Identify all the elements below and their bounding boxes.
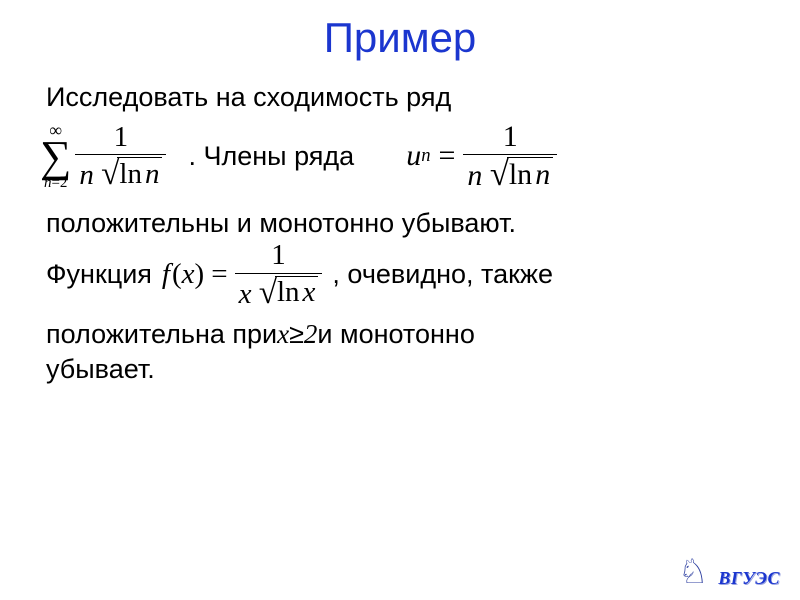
fx-x: x	[182, 256, 195, 293]
un-num: 1	[499, 121, 522, 153]
sigma-lower-eq: =	[51, 175, 59, 191]
series-sqrt: √ ln n	[101, 157, 162, 190]
line-3: положительны и монотонно убывают.	[46, 206, 764, 241]
logo-text: ВГУЭС	[714, 567, 784, 590]
fx-sqrt: √ ln x	[259, 276, 319, 309]
sigma-symbol: ∑	[40, 137, 71, 177]
cond-x: x	[277, 317, 289, 352]
text-l1: Исследовать на сходимость ряд	[46, 80, 451, 115]
sigma-lower-val: 2	[60, 175, 68, 191]
series-ln-arg: n	[145, 159, 160, 189]
logo-crest-icon: ♘	[678, 556, 708, 590]
sigma-block: ∞ ∑ n=2	[40, 121, 71, 191]
math-un: un = 1 n √ ln n	[406, 121, 557, 192]
un-sqrt: √ ln n	[490, 157, 553, 192]
fx-den: x √ ln x	[235, 276, 323, 309]
fx-ln: ln	[277, 277, 300, 307]
un-den-n: n	[467, 159, 482, 192]
text-l6: убывает.	[46, 352, 155, 387]
slide-title: Пример	[0, 0, 800, 80]
un-frac: 1 n √ ln n	[463, 121, 557, 192]
text-l5a: положительна при	[46, 317, 277, 352]
slide-body: Исследовать на сходимость ряд ∞ ∑ n=2 1 …	[0, 80, 800, 386]
text-l3: положительны и монотонно убывают.	[46, 206, 516, 241]
fx-ln-arg: x	[303, 277, 316, 307]
math-series: ∞ ∑ n=2 1 n √ ln n	[40, 121, 166, 191]
text-l4b: , очевидно, также	[332, 257, 553, 292]
text-l4a: Функция	[46, 257, 152, 292]
fx-po: (	[172, 256, 182, 293]
line-2: ∞ ∑ n=2 1 n √ ln n	[46, 121, 764, 192]
series-num: 1	[110, 122, 133, 152]
line-5: положительна при x≥2 и монотонно	[46, 317, 764, 352]
un-u: u	[406, 137, 421, 175]
sigma-lower: n=2	[44, 176, 67, 191]
fx-den-x: x	[239, 278, 252, 310]
un-den: n √ ln n	[463, 157, 557, 192]
series-frac: 1 n √ ln n	[75, 122, 166, 191]
cond-val: 2	[304, 317, 318, 352]
line-4: Функция f(x) = 1 x √ ln x	[46, 240, 764, 309]
logo: ♘ ВГУЭС	[678, 556, 784, 590]
un-eq: =	[438, 137, 455, 175]
fx-eq: =	[211, 256, 227, 293]
text-l2mid: . Члены ряда	[188, 139, 354, 174]
series-den: n √ ln n	[75, 157, 166, 190]
fx-num: 1	[267, 240, 290, 270]
fx-f: f	[162, 256, 170, 293]
line-1: Исследовать на сходимость ряд	[46, 80, 764, 115]
cond-rel: ≥	[289, 317, 304, 352]
line-6: убывает.	[46, 352, 764, 387]
fx-pc: )	[195, 256, 205, 293]
un-ln-arg: n	[535, 159, 550, 191]
text-l5b: и монотонно	[317, 317, 474, 352]
fx-frac: 1 x √ ln x	[235, 240, 323, 309]
math-fx: f(x) = 1 x √ ln x	[162, 240, 323, 309]
un-ln: ln	[509, 159, 532, 191]
series-den-n: n	[79, 159, 94, 191]
slide: Пример Исследовать на сходимость ряд ∞ ∑…	[0, 0, 800, 600]
series-ln: ln	[119, 159, 142, 189]
un-sub: n	[421, 144, 430, 168]
